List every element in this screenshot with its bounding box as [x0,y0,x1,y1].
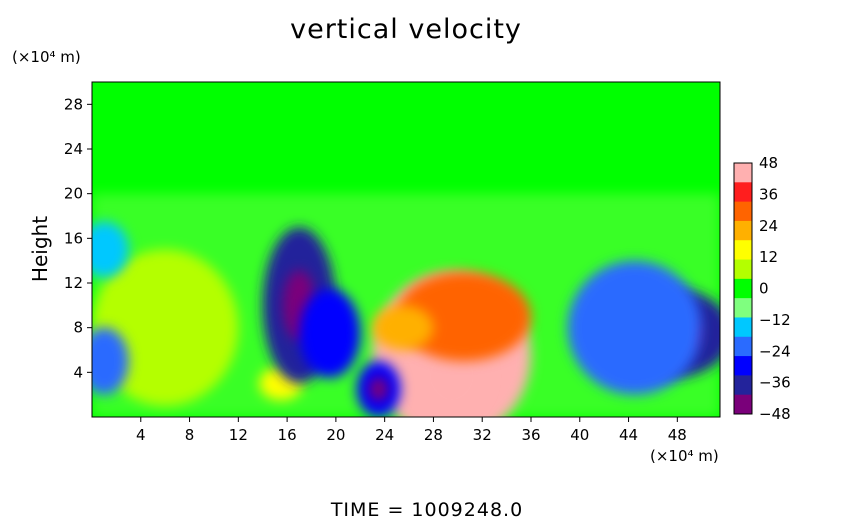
y-axis-label: Height [28,216,52,282]
velocity-cell-11 [92,327,129,395]
colorbar-swatch [734,298,752,318]
time-label: TIME = 1009248.0 [330,499,523,519]
colorbar-tick-label: −24 [759,342,791,360]
colorbar: 48 36 24 12 0 −12 −24 −36 −48 [733,154,791,423]
x-tick-label: 24 [375,426,394,444]
velocity-cell-5 [92,249,239,406]
velocity-cell-2 [372,305,434,350]
x-tick-label: 40 [570,426,589,444]
x-tick-label: 28 [424,426,443,444]
x-tick-label: 8 [185,426,195,444]
colorbar-frame [733,162,753,415]
plot-frame [91,81,721,418]
y-tick-label: 24 [64,140,83,158]
colorbar-tick-label: −36 [759,374,791,392]
x-tick-label: 4 [136,426,146,444]
x-tick-label: 16 [278,426,297,444]
colorbar-tick-label: −48 [759,405,791,423]
x-axis-ticks: 4 8 12 16 20 24 28 32 36 40 44 48 [136,417,687,444]
colorbar-swatch [734,278,752,299]
velocity-cell-1 [396,271,531,362]
chart-title: vertical velocity [290,14,522,45]
y-tick-label: 28 [64,95,83,113]
colorbar-swatch [734,259,752,280]
velocity-cell-10 [567,260,702,395]
plot-area [91,81,721,418]
velocity-cell-7 [299,288,361,378]
x-tick-label: 36 [521,426,540,444]
x-tick-label: 44 [619,426,638,444]
colorbar-swatch [734,163,752,183]
colorbar-tick-label: −12 [759,311,791,329]
colorbar-swatch [734,375,752,396]
y-tick-label: 16 [64,229,83,247]
colorbar-tick-label: 0 [759,280,769,298]
colorbar-swatch [734,201,752,222]
colorbar-tick-label: 12 [759,248,778,266]
y-unit-label: (×10⁴ m) [12,48,81,66]
x-tick-label: 20 [326,426,345,444]
y-tick-label: 4 [73,363,83,381]
x-tick-label: 12 [229,426,248,444]
colorbar-swatch [734,317,752,338]
colorbar-tick-label: 24 [759,217,778,235]
x-unit-label: (×10⁴ m) [650,447,719,465]
colorbar-tick-label: 48 [759,154,778,172]
colorbar-swatch [734,394,752,415]
x-tick-label: 48 [668,426,687,444]
velocity-cell-12 [92,221,129,278]
y-tick-label: 12 [64,274,83,292]
velocity-core-8 [368,376,389,402]
x-tick-label: 32 [473,426,492,444]
colorbar-swatch [734,220,752,241]
colorbar-swatch [734,356,752,376]
y-tick-label: 20 [64,185,83,203]
colorbar-swatch [734,182,752,203]
colorbar-tick-label: 36 [759,185,778,203]
colorbar-swatch [734,336,752,357]
colorbar-swatch [734,240,752,261]
y-tick-label: 8 [73,319,83,337]
y-axis-ticks: 4 8 12 16 20 24 28 [64,95,92,381]
